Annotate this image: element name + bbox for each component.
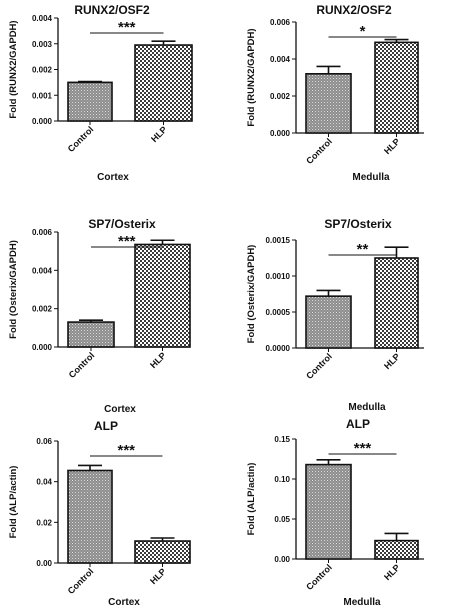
y-tick-label: 0.002: [270, 92, 291, 101]
x-tick-label: HLP: [382, 136, 402, 156]
x-axis-label: Cortex: [97, 172, 129, 183]
x-axis-label: Medulla: [352, 172, 390, 183]
bar-hlp: [374, 539, 419, 560]
bar-control: [305, 463, 352, 560]
chart-panel-3: SP7/Osterix 0.000 0.002 0.004 0.006 Fold (Ost…: [8, 217, 191, 415]
y-tick-label: 0.06: [36, 437, 52, 446]
significance-label: ***: [118, 19, 136, 36]
y-tick-label: 0.006: [32, 228, 53, 237]
significance-label: ***: [354, 440, 372, 457]
y-tick-label: 0.15: [274, 435, 290, 444]
x-tick-label: Control: [304, 136, 334, 166]
y-tick-label: 0.002: [32, 66, 53, 75]
y-tick-label: 0.000: [32, 343, 53, 352]
y-tick-label: 0.004: [32, 266, 53, 275]
bar-control: [67, 81, 113, 122]
y-tick-label: 0.004: [32, 14, 53, 23]
y-axis-label: Fold (Osterix/GAPDH): [246, 245, 257, 344]
x-tick-label: Control: [66, 124, 96, 154]
y-tick-label: 0.0005: [266, 308, 291, 317]
y-tick-label: 0.00: [36, 559, 52, 568]
y-tick-label: 0.0000: [266, 344, 291, 353]
y-tick-label: 0.003: [32, 40, 53, 49]
chart-title: RUNX2/OSF2: [74, 3, 150, 17]
x-axis-label: Medulla: [343, 597, 381, 608]
y-axis-label: Fold (ALP/actin): [246, 463, 257, 536]
chart-panel-2: RUNX2/OSF2 0.000 0.002 0.004 0.006 Fold (RUNX…: [246, 3, 424, 183]
x-tick-label: Control: [66, 566, 96, 596]
y-tick-label: 0.006: [270, 18, 291, 27]
significance-label: *: [360, 23, 366, 40]
chart-title: ALP: [94, 419, 118, 433]
bar-hlp: [134, 540, 191, 564]
x-tick-label: HLP: [148, 350, 168, 370]
y-axis-label: Fold (RUNX2/GAPDH): [246, 28, 257, 126]
x-tick-label: HLP: [148, 566, 168, 586]
y-tick-label: 0.00: [274, 555, 290, 564]
chart-panel-1: RUNX2/OSF2 0.000 0.001 0.002 0.003 0.004 Fold …: [8, 3, 193, 183]
y-axis-label: Fold (RUNX2/GAPDH): [8, 20, 19, 118]
y-tick-label: 0.0010: [266, 272, 291, 281]
x-tick-label: Control: [304, 562, 334, 592]
x-axis-label: Medulla: [348, 402, 386, 413]
bar-control: [67, 469, 113, 564]
y-axis-label: Fold (Osterix/GAPDH): [8, 240, 19, 339]
x-tick-label: HLP: [382, 562, 402, 582]
bar-hlp: [134, 44, 193, 122]
significance-label: **: [357, 241, 369, 258]
y-tick-label: 0.004: [270, 55, 291, 64]
chart-title: SP7/Osterix: [88, 217, 156, 231]
y-tick-label: 0.001: [32, 91, 53, 100]
chart-title: SP7/Osterix: [324, 217, 392, 231]
y-tick-label: 0.0015: [266, 236, 291, 245]
y-tick-label: 0.02: [36, 518, 52, 527]
y-tick-label: 0.002: [32, 305, 53, 314]
y-axis-label: Fold (ALP/actin): [8, 466, 19, 539]
x-tick-label: Control: [67, 350, 97, 380]
chart-panel-4: SP7/Osterix 0.0000 0.0005 0.0010 0.0015 Fold …: [246, 217, 424, 413]
bar-hlp: [134, 243, 191, 348]
y-tick-label: 0.000: [32, 117, 53, 126]
x-tick-label: Control: [304, 351, 334, 381]
y-tick-label: 0.05: [274, 515, 290, 524]
significance-label: ***: [118, 233, 136, 250]
bar-hlp: [374, 257, 419, 349]
significance-label: ***: [117, 442, 135, 459]
bar-control: [305, 73, 352, 134]
chart-panel-6: ALP 0.00 0.05 0.10 0.15 Fold (ALP/actin) Contr…: [246, 417, 424, 608]
y-tick-label: 0.04: [36, 478, 52, 487]
x-axis-label: Cortex: [108, 597, 140, 608]
x-tick-label: HLP: [149, 124, 169, 144]
x-tick-label: HLP: [382, 351, 402, 371]
chart-panel-5: ALP 0.00 0.02 0.04 0.06 Fold (ALP/actin) Contr…: [8, 419, 191, 608]
bar-control: [305, 295, 352, 349]
chart-title: ALP: [346, 417, 370, 431]
chart-title: RUNX2/OSF2: [316, 3, 392, 17]
bar-hlp: [374, 41, 419, 134]
y-tick-label: 0.000: [270, 129, 291, 138]
bar-control: [67, 321, 115, 348]
x-axis-label: Cortex: [104, 404, 136, 415]
y-tick-label: 0.10: [274, 475, 290, 484]
